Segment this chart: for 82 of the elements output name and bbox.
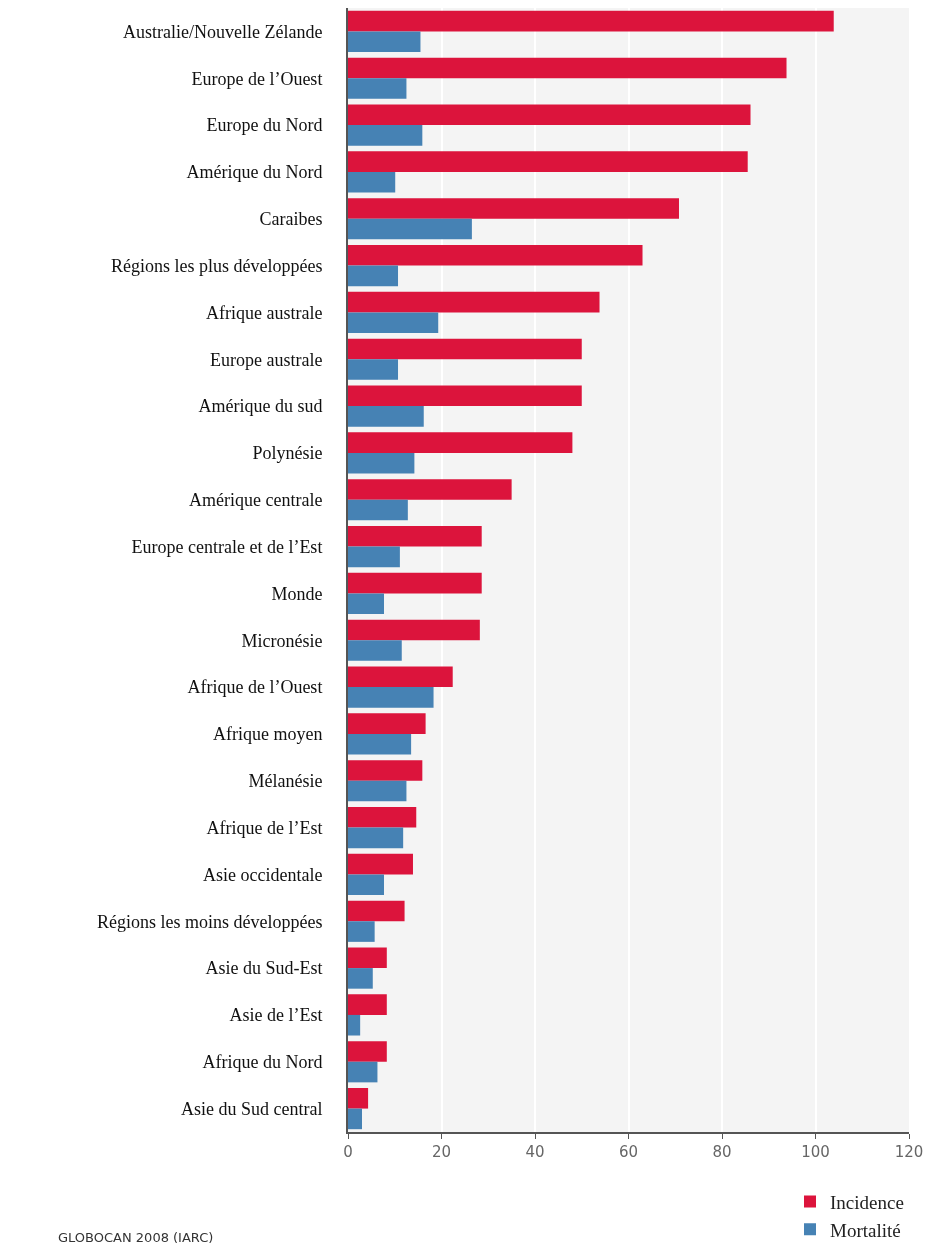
bar bbox=[348, 806, 417, 828]
x-tick-label: 20 bbox=[431, 1143, 452, 1161]
bar bbox=[348, 687, 434, 708]
bar bbox=[348, 432, 573, 453]
x-tick-label: 80 bbox=[712, 1143, 732, 1161]
bar bbox=[348, 10, 834, 32]
bar bbox=[348, 479, 512, 500]
bar bbox=[348, 947, 387, 969]
y-tick-label: Asie du Sud-Est bbox=[205, 958, 323, 979]
y-tick-label: Monde bbox=[271, 583, 323, 604]
x-tick-label: 60 bbox=[618, 1143, 639, 1161]
bar bbox=[348, 733, 412, 755]
bar bbox=[348, 593, 384, 615]
bar bbox=[348, 78, 407, 99]
y-tick-label: Caraibes bbox=[259, 209, 323, 230]
bar bbox=[348, 619, 480, 641]
legend-label: Incidence bbox=[830, 1191, 904, 1213]
y-tick-label: Asie de l’Est bbox=[229, 1005, 323, 1026]
bar bbox=[348, 198, 679, 219]
bar bbox=[348, 499, 408, 521]
y-tick-label: Afrique du Nord bbox=[202, 1052, 323, 1073]
x-tick-label: 100 bbox=[801, 1143, 830, 1161]
bar bbox=[348, 385, 582, 407]
bar bbox=[348, 57, 787, 79]
y-tick-label: Afrique de l’Est bbox=[206, 817, 323, 838]
x-tick-label: 40 bbox=[525, 1143, 545, 1161]
bar bbox=[348, 359, 399, 380]
bar bbox=[348, 780, 407, 802]
y-tick-label: Afrique moyen bbox=[212, 724, 323, 745]
bar bbox=[348, 1041, 387, 1062]
bar bbox=[348, 265, 399, 287]
y-tick-label: Amérique du sud bbox=[198, 396, 323, 417]
bar bbox=[348, 171, 396, 193]
bar bbox=[348, 1087, 369, 1109]
bar bbox=[348, 760, 423, 781]
bar bbox=[348, 546, 400, 568]
y-tick-label: Régions les plus développées bbox=[110, 255, 323, 276]
bar bbox=[348, 218, 472, 240]
y-tick-label: Mélanésie bbox=[248, 771, 323, 792]
y-tick-label: Asie occidentale bbox=[202, 864, 323, 885]
bar bbox=[348, 572, 482, 594]
bar bbox=[348, 1108, 363, 1130]
bar bbox=[348, 104, 751, 126]
y-tick-label: Micronésie bbox=[241, 630, 323, 651]
y-tick-label: Australie/Nouvelle Zélande bbox=[122, 21, 323, 42]
bar bbox=[348, 406, 424, 427]
y-tick-label: Afrique australe bbox=[205, 302, 323, 323]
bar bbox=[348, 525, 482, 547]
bar bbox=[348, 312, 439, 334]
bar bbox=[348, 713, 426, 734]
bar bbox=[348, 874, 384, 896]
bar bbox=[348, 452, 415, 474]
x-tick-label: 120 bbox=[894, 1143, 924, 1161]
bar bbox=[348, 338, 582, 360]
bar bbox=[348, 291, 600, 313]
bar bbox=[348, 244, 643, 266]
bar bbox=[348, 921, 375, 942]
bar bbox=[348, 31, 421, 53]
y-tick-label: Amérique centrale bbox=[188, 490, 323, 511]
y-tick-label: Polynésie bbox=[252, 443, 323, 464]
bar bbox=[348, 1061, 378, 1083]
y-tick-label: Asie du Sud central bbox=[180, 1098, 323, 1119]
y-tick-label: Europe du Nord bbox=[206, 115, 323, 136]
bar bbox=[348, 968, 373, 989]
y-tick-label: Europe de l’Ouest bbox=[191, 68, 323, 89]
bar bbox=[348, 827, 404, 849]
y-tick-label: Amérique du Nord bbox=[186, 162, 323, 183]
legend-label: Mortalité bbox=[830, 1219, 901, 1241]
bar bbox=[348, 125, 423, 146]
bar bbox=[348, 900, 405, 922]
bar bbox=[348, 853, 413, 875]
bar bbox=[348, 994, 387, 1015]
x-tick-label: 0 bbox=[343, 1143, 353, 1161]
bar bbox=[348, 151, 748, 172]
text: GLOBOCAN 2008 (IARC) bbox=[58, 1230, 214, 1245]
bar bbox=[348, 1014, 361, 1036]
y-tick-label: Afrique de l’Ouest bbox=[187, 677, 323, 698]
bar bbox=[348, 666, 453, 688]
y-tick-label: Europe centrale et de l’Est bbox=[131, 536, 323, 557]
y-tick-label: Régions les moins développées bbox=[96, 911, 323, 932]
bar bbox=[348, 640, 402, 661]
y-tick-label: Europe australe bbox=[209, 349, 323, 370]
